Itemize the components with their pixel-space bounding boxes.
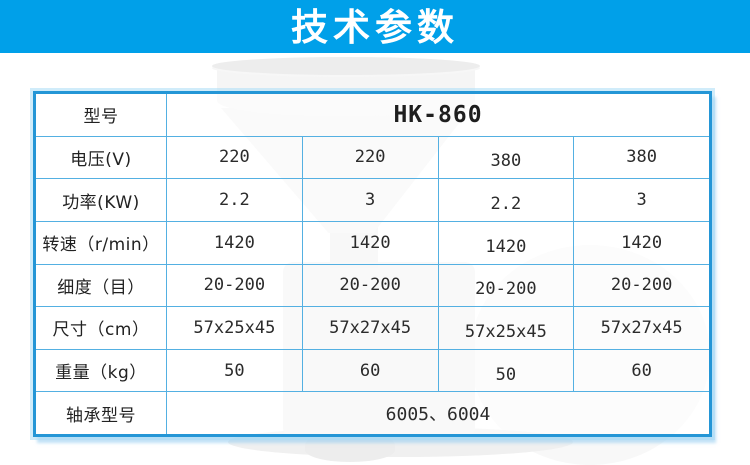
weight-value-1: 50 xyxy=(167,349,303,392)
voltage-value-1: 220 xyxy=(167,136,303,179)
voltage-value-2: 220 xyxy=(303,136,439,179)
table-row-speed: 转速（r/min） 1420 1420 1420 1420 xyxy=(36,221,709,265)
table-row-voltage: 电压(V) 220 220 380 380 xyxy=(36,136,709,180)
model-value: HK-860 xyxy=(393,101,483,128)
power-value-4: 3 xyxy=(636,190,647,211)
table-row-bearing: 轴承型号 6005、6004 xyxy=(36,392,709,434)
row-label-fineness: 细度（目） xyxy=(36,264,167,307)
fineness-value-3: 20-200 xyxy=(439,264,575,307)
row-label-power: 功率(KW) xyxy=(36,179,167,221)
fineness-value-1: 20-200 xyxy=(167,264,303,307)
row-label-speed: 转速（r/min） xyxy=(36,221,167,264)
speed-value-4: 1420 xyxy=(621,232,663,253)
table-row-size: 尺寸（cm） 57x25x45 57x27x45 57x25x45 57x27x… xyxy=(36,307,709,350)
size-value-2: 57x27x45 xyxy=(303,307,439,349)
spec-table: 型号 HK-860 电压(V) 220 220 380 380 功率(KW) 2… xyxy=(33,91,712,437)
power-value-2: 3 xyxy=(303,179,439,221)
row-label-weight: 重量（kg） xyxy=(36,349,167,392)
fineness-value-4: 20-200 xyxy=(610,275,673,296)
bearing-value: 6005、6004 xyxy=(385,404,491,426)
machine-foot xyxy=(305,438,395,462)
voltage-value-3: 380 xyxy=(439,136,575,179)
power-value-1: 2.2 xyxy=(167,179,303,221)
speed-value-3: 1420 xyxy=(439,221,575,264)
speed-value-1: 1420 xyxy=(167,221,303,264)
table-row-fineness: 细度（目） 20-200 20-200 20-200 20-200 xyxy=(36,264,709,308)
weight-value-4: 60 xyxy=(631,360,652,381)
table-row-power: 功率(KW) 2.2 3 2.2 3 xyxy=(36,179,709,222)
size-value-3: 57x25x45 xyxy=(439,307,575,349)
power-value-3: 2.2 xyxy=(439,179,575,221)
row-label-voltage: 电压(V) xyxy=(36,136,167,179)
row-label-size: 尺寸（cm） xyxy=(36,307,167,349)
fineness-value-2: 20-200 xyxy=(303,264,439,307)
table-row-weight: 重量（kg） 50 60 50 60 xyxy=(36,349,709,393)
header-banner: 技术参数 xyxy=(0,0,750,53)
table-row-model: 型号 HK-860 xyxy=(36,94,709,137)
size-value-4: 57x27x45 xyxy=(600,317,683,338)
row-label-model: 型号 xyxy=(36,94,167,136)
speed-value-2: 1420 xyxy=(303,221,439,264)
machine-hopper-rim xyxy=(212,57,480,75)
weight-value-2: 60 xyxy=(303,349,439,392)
size-value-1: 57x25x45 xyxy=(167,307,303,349)
voltage-value-4: 380 xyxy=(626,147,657,168)
row-label-bearing: 轴承型号 xyxy=(36,392,167,434)
banner-title: 技术参数 xyxy=(291,6,459,49)
weight-value-3: 50 xyxy=(439,349,575,392)
